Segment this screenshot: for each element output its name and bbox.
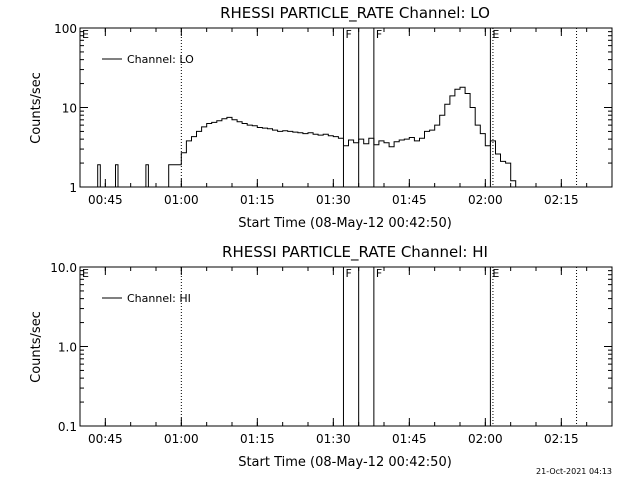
x-tick-label: 01:15	[240, 432, 275, 446]
event-marker-label: F	[345, 28, 351, 41]
event-marker-label: E	[492, 28, 499, 41]
y-axis-label-hi: Counts/sec	[29, 311, 44, 383]
x-tick-label: 01:45	[392, 193, 427, 207]
legend-label-lo: Channel: LO	[127, 53, 194, 66]
x-tick-label: 01:15	[240, 193, 275, 207]
panel-hi: RHESSI PARTICLE_RATE Channel: HI Start T…	[29, 243, 613, 470]
y-tick-label: 10.0	[50, 261, 77, 275]
x-tick-label: 02:15	[544, 432, 579, 446]
y-tick-label: 10	[62, 102, 77, 116]
chart-title-hi: RHESSI PARTICLE_RATE Channel: HI	[222, 243, 488, 262]
chart-title-lo: RHESSI PARTICLE_RATE Channel: LO	[220, 4, 490, 23]
event-marker-label: E	[82, 28, 89, 41]
y-tick-label: 1	[69, 181, 77, 195]
x-tick-label: 01:00	[164, 193, 199, 207]
x-axis-label-hi: Start Time (08-May-12 00:42:50)	[238, 455, 452, 470]
x-tick-label: 00:45	[88, 193, 123, 207]
plot-frame	[79, 27, 613, 188]
x-tick-label: 02:15	[544, 193, 579, 207]
event-marker-label: F	[376, 267, 382, 280]
event-marker-label: E	[82, 267, 89, 280]
x-tick-label: 01:30	[316, 193, 351, 207]
event-marker-label: E	[492, 267, 499, 280]
event-marker-label: F	[376, 28, 382, 41]
y-tick-label: 1.0	[58, 341, 77, 355]
legend-label-hi: Channel: HI	[127, 292, 191, 305]
panel-lo: RHESSI PARTICLE_RATE Channel: LO Start T…	[29, 4, 613, 231]
footer-timestamp: 21-Oct-2021 04:13	[536, 467, 612, 476]
x-tick-label: 01:45	[392, 432, 427, 446]
x-tick-label: 02:00	[468, 432, 503, 446]
y-tick-label: 0.1	[58, 420, 77, 434]
x-tick-label: 02:00	[468, 193, 503, 207]
y-tick-label: 100	[54, 22, 77, 36]
series-line	[90, 86, 521, 188]
x-tick-label: 01:30	[316, 432, 351, 446]
event-marker-label: F	[345, 267, 351, 280]
y-axis-label-lo: Counts/sec	[29, 72, 44, 144]
x-tick-label: 00:45	[88, 432, 123, 446]
plot-frame	[79, 266, 613, 427]
x-axis-label-lo: Start Time (08-May-12 00:42:50)	[238, 216, 452, 231]
x-tick-label: 01:00	[164, 432, 199, 446]
